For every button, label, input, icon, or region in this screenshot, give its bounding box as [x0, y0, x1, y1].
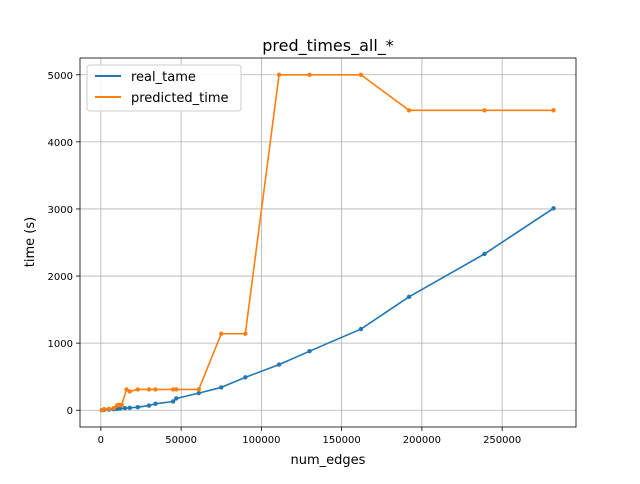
data-point-predicted-time	[124, 387, 129, 392]
data-point-predicted-time	[146, 387, 152, 392]
plot-frame	[79, 57, 577, 428]
data-point-predicted-time	[551, 108, 556, 113]
data-point-real-tame	[482, 251, 487, 257]
data-point-predicted-time	[307, 72, 312, 77]
data-point-real-tame	[276, 362, 282, 367]
data-point-real-tame	[358, 326, 364, 332]
data-point-real-tame	[170, 399, 176, 404]
data-point-real-tame	[117, 406, 123, 411]
x-tick-label: 150000	[323, 435, 361, 446]
data-point-predicted-time	[174, 387, 179, 392]
x-tick-label: 250000	[483, 435, 521, 446]
data-point-real-tame	[551, 206, 556, 211]
data-point-predicted-time	[106, 406, 112, 412]
data-point-predicted-time	[276, 72, 282, 77]
x-tick-label: 0	[98, 435, 104, 446]
data-point-predicted-time	[358, 72, 364, 77]
data-point-predicted-time	[219, 331, 224, 336]
data-point-real-tame	[127, 405, 132, 411]
data-point-predicted-time	[111, 406, 116, 411]
data-point-real-tame	[406, 294, 412, 300]
data-point-real-tame	[307, 348, 312, 354]
data-point-real-tame	[219, 385, 224, 390]
y-tick-label: 3000	[48, 205, 73, 216]
y-axis-label: time (s)	[23, 217, 38, 267]
y-tick-label: 4000	[48, 138, 73, 149]
data-point-predicted-time	[101, 407, 107, 412]
data-point-predicted-time	[406, 108, 412, 113]
legend-label-real-tame: real_tame	[131, 70, 196, 85]
y-tick-label: 0	[67, 406, 73, 417]
series-predicted-time	[99, 72, 556, 413]
data-point-real-tame	[135, 405, 140, 410]
data-point-predicted-time	[196, 387, 201, 392]
data-point-predicted-time	[127, 389, 132, 394]
data-point-predicted-time	[135, 387, 140, 392]
data-point-real-tame	[174, 396, 179, 401]
data-point-real-tame	[196, 390, 201, 396]
legend: real_tame predicted_time	[86, 64, 242, 112]
x-tick-label: 200000	[403, 435, 441, 446]
x-axis-label: num_edges	[291, 453, 366, 468]
data-point-predicted-time	[482, 108, 487, 113]
legend-box	[86, 64, 242, 112]
data-point-real-tame	[146, 403, 152, 408]
legend-label-predicted-time: predicted_time	[131, 91, 229, 106]
y-tick-label: 1000	[48, 339, 73, 350]
data-point-predicted-time	[119, 402, 124, 408]
chart-title: pred_times_all_*	[262, 36, 394, 56]
y-tick-label: 2000	[48, 272, 73, 283]
data-point-real-tame	[122, 406, 128, 411]
data-point-predicted-time	[153, 387, 158, 392]
x-tick-label: 100000	[242, 435, 280, 446]
x-tick-label: 50000	[165, 435, 197, 446]
data-point-real-tame	[243, 375, 248, 380]
data-point-predicted-time	[170, 387, 176, 392]
y-tick-label: 5000	[48, 71, 73, 82]
data-point-predicted-time	[243, 331, 248, 336]
data-point-real-tame	[153, 401, 158, 407]
